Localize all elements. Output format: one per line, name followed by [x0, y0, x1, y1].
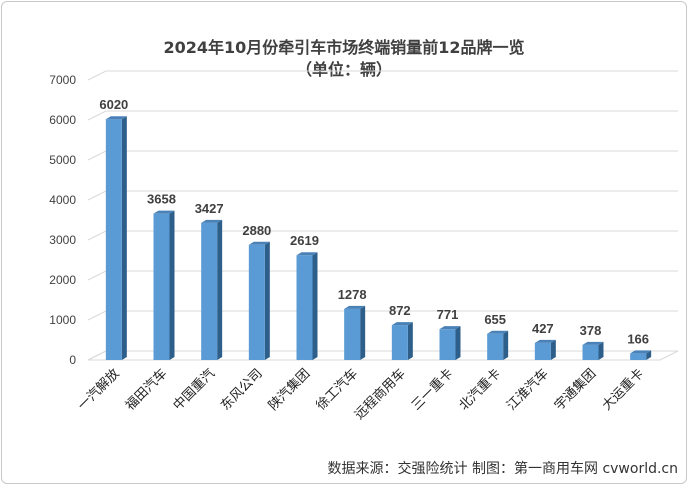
x-tick-label: 陕汽集团 [265, 366, 313, 414]
data-label: 2880 [242, 223, 271, 238]
bar-side [503, 330, 509, 360]
x-tick-label: 宇通集团 [551, 366, 599, 414]
bar [630, 353, 647, 360]
y-tick-label: 5000 [49, 153, 76, 167]
bar-top [630, 350, 652, 354]
y-tick-label: 0 [69, 353, 76, 367]
gridline-side [87, 270, 107, 281]
x-tick-label: 东风公司 [218, 366, 265, 413]
bar-top [248, 241, 270, 245]
bar [296, 255, 313, 360]
gridline-side [87, 150, 107, 161]
bar-side [550, 339, 556, 360]
bar-top [344, 305, 366, 309]
bar [582, 344, 599, 360]
y-tick-label: 1000 [49, 313, 76, 327]
chart-floor [87, 350, 679, 361]
bar [248, 244, 265, 360]
data-label: 1278 [338, 287, 367, 302]
x-tick-label: 中国重汽 [170, 366, 218, 414]
y-tick-label: 3000 [49, 233, 76, 247]
bar-top [534, 339, 556, 343]
x-tick-label: 大运重卡 [599, 366, 647, 414]
gridline-side [87, 110, 107, 121]
data-label: 771 [437, 307, 459, 322]
chart-title: 2024年10月份牵引车市场终端销量前12品牌一览 [163, 38, 525, 57]
bar [534, 342, 551, 360]
bar-side [455, 326, 461, 360]
gridline-side [87, 230, 107, 241]
y-tick-label: 7000 [49, 73, 76, 87]
gridline-side [87, 190, 107, 201]
data-label: 872 [389, 303, 411, 318]
bar-side [646, 350, 652, 360]
x-tick-label: 北汽重卡 [456, 366, 504, 414]
data-label: 166 [627, 331, 649, 346]
bar-top [582, 341, 604, 345]
bar-top [296, 252, 318, 256]
x-tick-label: 远程商用车 [351, 366, 408, 423]
x-tick-label: 徐工汽车 [313, 366, 361, 414]
bar-side [217, 219, 223, 360]
x-tick-label: 江淮汽车 [504, 366, 552, 414]
bar [105, 119, 122, 360]
bar-side [169, 210, 175, 360]
bar-top [153, 210, 175, 214]
data-label: 2619 [290, 233, 319, 248]
y-tick-label: 6000 [49, 113, 76, 127]
y-tick-label: 4000 [49, 193, 76, 207]
gridline-side [87, 70, 107, 81]
bar-top [487, 330, 509, 334]
chart-subtitle: （单位：辆） [295, 60, 392, 79]
bar [391, 325, 408, 360]
bar-top [439, 326, 461, 330]
bar [153, 213, 170, 360]
x-tick-label: 一汽解放 [75, 366, 122, 413]
bar-side [598, 341, 604, 360]
data-label: 6020 [99, 97, 128, 112]
bar-side [312, 252, 318, 360]
bar-top [201, 219, 223, 223]
data-label: 3427 [195, 201, 224, 216]
data-label: 427 [532, 321, 554, 336]
x-tick-label: 三一重卡 [408, 366, 456, 414]
bar-side [264, 241, 270, 360]
data-label: 655 [484, 312, 506, 327]
bar-top [391, 322, 413, 326]
bar-side [360, 305, 366, 360]
data-label: 3658 [147, 192, 176, 207]
bar [487, 333, 504, 360]
bar-side [121, 116, 127, 360]
y-tick-label: 2000 [49, 273, 76, 287]
bar [201, 222, 218, 360]
bar-side [407, 322, 413, 360]
source-note: 数据来源：交强险统计 制图：第一商用车网 cvworld.cn [327, 461, 678, 477]
bar-top [105, 116, 127, 120]
bar [439, 329, 456, 360]
x-tick-label: 福田汽车 [122, 366, 170, 414]
gridline-side [87, 310, 107, 321]
data-label: 378 [580, 323, 602, 338]
bar [344, 308, 361, 360]
